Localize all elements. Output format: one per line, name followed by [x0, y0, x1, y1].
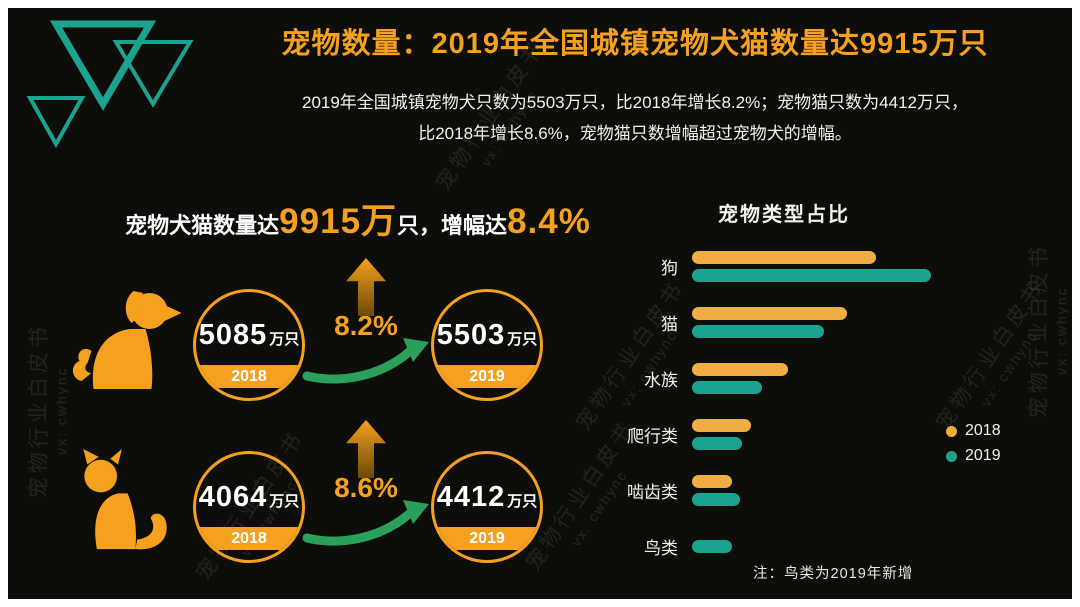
cat-2019-year-badge: 2019: [434, 527, 540, 550]
bar-track: [692, 474, 1060, 506]
bar-2019-水族: [692, 380, 762, 394]
triangle-decoration-icon: [26, 20, 194, 149]
dog-2019-circle: 5503 万只 2019: [431, 289, 543, 401]
bar-2018-猫: [692, 306, 847, 320]
chart-legend: 2018 2019: [946, 422, 1001, 465]
bar-chart-rows: 狗猫水族爬行类啮齿类鸟类: [600, 238, 1060, 574]
cat-2018-year-badge: 2018: [196, 527, 302, 550]
stage: 宠物行业白皮书 vx: cwhync 宠物行业白皮书 vx: cwhync 宠物…: [8, 8, 1072, 599]
growth-arrow-icon: [302, 338, 429, 384]
cat-2019-value: 4412 万只: [437, 481, 538, 514]
bar-category-label: 鸟类: [644, 538, 678, 558]
chart-note: 注：鸟类为2019年新增: [753, 566, 914, 582]
bar-row: 爬行类: [600, 406, 1060, 462]
bar-category-label: 水族: [644, 370, 678, 390]
dog-growth: 8.2%: [300, 258, 432, 384]
cat-2018-number: 4064: [198, 480, 268, 513]
dog-2019-number: 5503: [436, 318, 506, 351]
cat-2018-unit: 万只: [269, 492, 300, 510]
bar-track: [692, 306, 1060, 338]
page-title: 宠物数量：2019年全国城镇宠物犬猫数量达9915万只: [281, 28, 989, 60]
cat-icon: [83, 449, 167, 550]
bar-track: [692, 250, 1060, 282]
cat-2019-unit: 万只: [507, 492, 538, 510]
legend-label-2019: 2019: [965, 447, 1001, 464]
bar-2019-啮齿类: [692, 492, 740, 506]
dog-2018-number: 5085: [198, 318, 268, 351]
headline-text: 宠物犬猫数量达: [125, 213, 280, 238]
dog-2018-circle: 5085 万只 2018: [193, 289, 305, 401]
dog-icon: [72, 291, 182, 389]
bar-track: [692, 418, 1060, 450]
bar-track: [692, 362, 1060, 394]
left-headline: 宠物犬猫数量达9915万只，增幅达8.4%: [108, 193, 608, 244]
legend-dot-2019-icon: [946, 450, 957, 462]
bar-row: 狗: [600, 238, 1060, 294]
cat-2018-value: 4064 万只: [199, 481, 300, 514]
bar-row: 啮齿类: [600, 462, 1060, 518]
watermark: 宠物行业白皮书 vx: cwhync: [25, 251, 70, 571]
legend-label-2018: 2018: [965, 422, 1001, 439]
up-arrow-icon: [346, 258, 386, 316]
dog-2018-value: 5085 万只: [199, 319, 300, 352]
legend-item-2018: 2018: [946, 422, 1001, 440]
headline-text: 只，增幅达: [397, 213, 508, 238]
chart-title: 宠物类型占比: [718, 204, 850, 226]
bar-category-label: 啮齿类: [627, 482, 678, 502]
bar-2019-爬行类: [692, 436, 742, 450]
watermark-text: 宠物行业白皮书: [27, 323, 51, 499]
headline-growth: 8.4%: [507, 202, 591, 241]
subtitle-line-1: 2019年全国城镇宠物犬只数为5503万只，比2018年增长8.2%；宠物猫只数…: [301, 93, 969, 112]
bar-row: 水族: [600, 350, 1060, 406]
bar-row: 猫: [600, 294, 1060, 350]
bar-track: [692, 539, 1060, 553]
subtitle: 2019年全国城镇宠物犬只数为5503万只，比2018年增长8.2%；宠物猫只数…: [208, 88, 1062, 149]
bar-category-label: 爬行类: [627, 426, 678, 446]
dog-2019-year-badge: 2019: [434, 365, 540, 388]
bar-2018-爬行类: [692, 418, 751, 432]
bar-2018-水族: [692, 362, 788, 376]
up-arrow-icon: [346, 420, 386, 478]
bar-category-label: 猫: [661, 314, 678, 334]
legend-dot-2018-icon: [946, 425, 957, 437]
headline-total: 9915万: [279, 202, 398, 241]
dog-2019-unit: 万只: [507, 330, 538, 348]
legend-item-2019: 2019: [946, 447, 1001, 465]
bar-2018-啮齿类: [692, 474, 733, 488]
bar-2019-猫: [692, 324, 825, 338]
cat-2019-circle: 4412 万只 2019: [431, 451, 543, 563]
subtitle-line-2: 比2018年增长8.6%，宠物猫只数增幅超过宠物犬的增幅。: [418, 123, 852, 143]
cat-growth: 8.6%: [300, 420, 432, 546]
bar-2019-鸟类: [692, 539, 733, 553]
bar-2018-狗: [692, 250, 876, 264]
dog-2018-unit: 万只: [269, 330, 300, 348]
dog-2018-year-badge: 2018: [196, 365, 302, 388]
bar-row: 鸟类: [600, 518, 1060, 574]
cat-2018-circle: 4064 万只 2018: [193, 451, 305, 563]
bar-category-label: 狗: [661, 258, 678, 278]
dog-2019-value: 5503 万只: [437, 319, 538, 352]
growth-arrow-icon: [302, 500, 429, 546]
bar-2019-狗: [692, 268, 932, 282]
cat-2019-number: 4412: [436, 480, 506, 513]
